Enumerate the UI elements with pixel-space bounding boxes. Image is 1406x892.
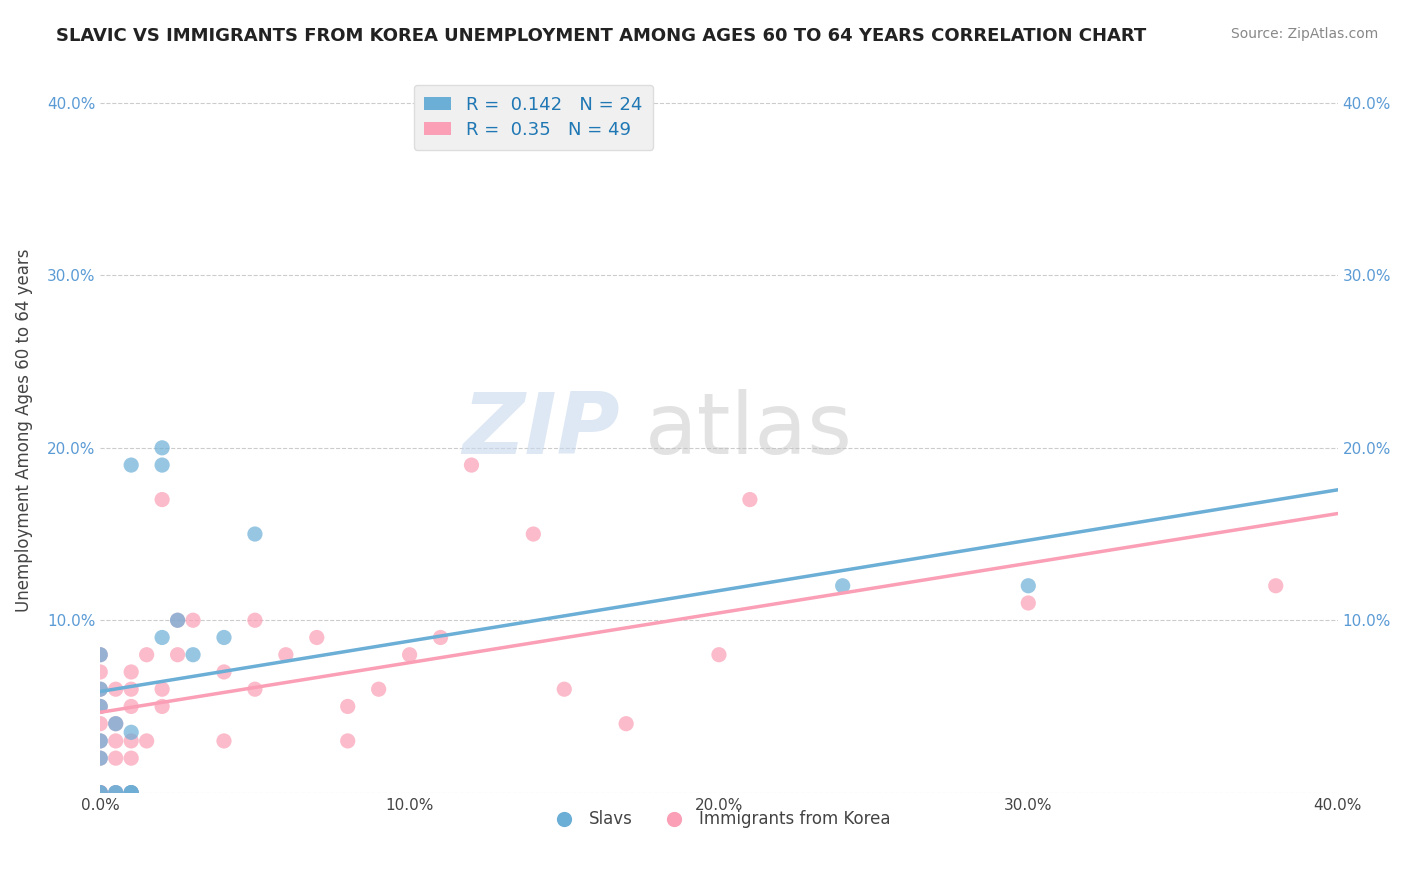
Text: ZIP: ZIP [463,389,620,472]
Point [274,648,297,662]
Point [336,699,359,714]
Point [181,648,204,662]
Point [120,725,142,739]
Point [89,786,111,800]
Point [120,734,142,748]
Point [150,631,173,645]
Point [89,682,111,697]
Point [398,648,420,662]
Point [120,751,142,765]
Point [89,716,111,731]
Point [89,648,111,662]
Point [120,786,142,800]
Point [150,682,173,697]
Point [1264,579,1286,593]
Point [104,716,127,731]
Point [89,786,111,800]
Point [738,492,761,507]
Point [89,786,111,800]
Point [831,579,853,593]
Point [166,648,188,662]
Point [460,458,482,472]
Point [120,699,142,714]
Point [104,751,127,765]
Point [614,716,637,731]
Text: SLAVIC VS IMMIGRANTS FROM KOREA UNEMPLOYMENT AMONG AGES 60 TO 64 YEARS CORRELATI: SLAVIC VS IMMIGRANTS FROM KOREA UNEMPLOY… [56,27,1146,45]
Point [120,665,142,679]
Point [522,527,544,541]
Point [104,786,127,800]
Point [553,682,575,697]
Point [135,648,157,662]
Point [212,631,235,645]
Y-axis label: Unemployment Among Ages 60 to 64 years: Unemployment Among Ages 60 to 64 years [15,249,32,612]
Point [89,786,111,800]
Point [104,786,127,800]
Point [120,458,142,472]
Point [181,613,204,627]
Point [120,786,142,800]
Point [89,734,111,748]
Point [120,786,142,800]
Point [104,786,127,800]
Point [104,716,127,731]
Point [1017,579,1039,593]
Text: Source: ZipAtlas.com: Source: ZipAtlas.com [1230,27,1378,41]
Point [243,613,266,627]
Point [429,631,451,645]
Point [89,699,111,714]
Point [707,648,730,662]
Point [150,441,173,455]
Point [243,527,266,541]
Point [212,665,235,679]
Point [89,751,111,765]
Point [89,786,111,800]
Point [120,682,142,697]
Point [243,682,266,697]
Point [166,613,188,627]
Legend: Slavs, Immigrants from Korea: Slavs, Immigrants from Korea [540,804,897,835]
Point [120,786,142,800]
Point [89,648,111,662]
Point [104,734,127,748]
Point [166,613,188,627]
Point [150,492,173,507]
Text: atlas: atlas [645,389,852,472]
Point [305,631,328,645]
Point [212,734,235,748]
Point [104,682,127,697]
Point [89,751,111,765]
Point [336,734,359,748]
Point [89,699,111,714]
Point [135,734,157,748]
Point [89,682,111,697]
Point [1017,596,1039,610]
Point [89,665,111,679]
Point [89,786,111,800]
Point [89,734,111,748]
Point [150,458,173,472]
Point [150,699,173,714]
Point [367,682,389,697]
